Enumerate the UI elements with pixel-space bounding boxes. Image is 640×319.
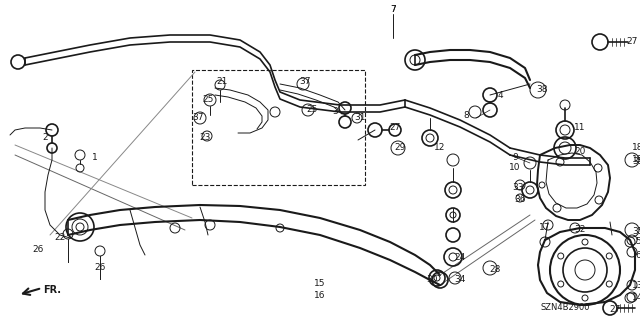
Text: 36: 36 — [515, 196, 525, 204]
Text: SZN4B2900: SZN4B2900 — [540, 303, 589, 313]
Text: 10: 10 — [509, 164, 521, 173]
Text: 5: 5 — [635, 238, 640, 247]
Text: 11: 11 — [574, 123, 586, 132]
Text: 18: 18 — [632, 144, 640, 152]
Text: 29: 29 — [394, 144, 406, 152]
Bar — [192, 70, 365, 185]
Text: 1: 1 — [92, 152, 98, 161]
Text: 9: 9 — [512, 152, 518, 161]
Text: 12: 12 — [435, 144, 445, 152]
Text: 24: 24 — [454, 254, 466, 263]
Text: FR.: FR. — [43, 285, 61, 295]
Text: 23: 23 — [199, 133, 211, 143]
Text: 16: 16 — [314, 291, 326, 300]
Text: 32: 32 — [574, 226, 586, 234]
Text: 6: 6 — [635, 250, 640, 259]
Text: 15: 15 — [314, 278, 326, 287]
Text: 35: 35 — [632, 158, 640, 167]
Text: 4: 4 — [497, 91, 503, 100]
Text: 37: 37 — [300, 78, 311, 86]
Text: 2: 2 — [42, 133, 48, 143]
Text: 25: 25 — [307, 106, 317, 115]
Text: 28: 28 — [490, 265, 500, 275]
Text: 34: 34 — [454, 276, 466, 285]
Text: 27: 27 — [609, 306, 621, 315]
Text: 35: 35 — [632, 227, 640, 236]
Text: 27: 27 — [389, 123, 401, 132]
Text: 13: 13 — [632, 280, 640, 290]
Text: 22: 22 — [54, 234, 66, 242]
Text: 27: 27 — [627, 38, 637, 47]
Text: 20: 20 — [574, 147, 586, 157]
Text: 26: 26 — [32, 246, 44, 255]
Text: 33: 33 — [512, 183, 524, 192]
Text: 30: 30 — [426, 276, 438, 285]
Text: 38: 38 — [536, 85, 548, 94]
Text: 7: 7 — [390, 5, 396, 14]
Text: 3: 3 — [332, 108, 338, 116]
Text: 17: 17 — [540, 224, 551, 233]
Text: 19: 19 — [632, 155, 640, 165]
Text: 14: 14 — [632, 293, 640, 302]
Text: 37: 37 — [192, 114, 204, 122]
Text: 7: 7 — [390, 5, 396, 14]
Text: 26: 26 — [94, 263, 106, 272]
Text: 31: 31 — [355, 114, 365, 122]
Text: 25: 25 — [202, 95, 214, 105]
Text: 8: 8 — [463, 110, 469, 120]
Text: 21: 21 — [216, 78, 228, 86]
